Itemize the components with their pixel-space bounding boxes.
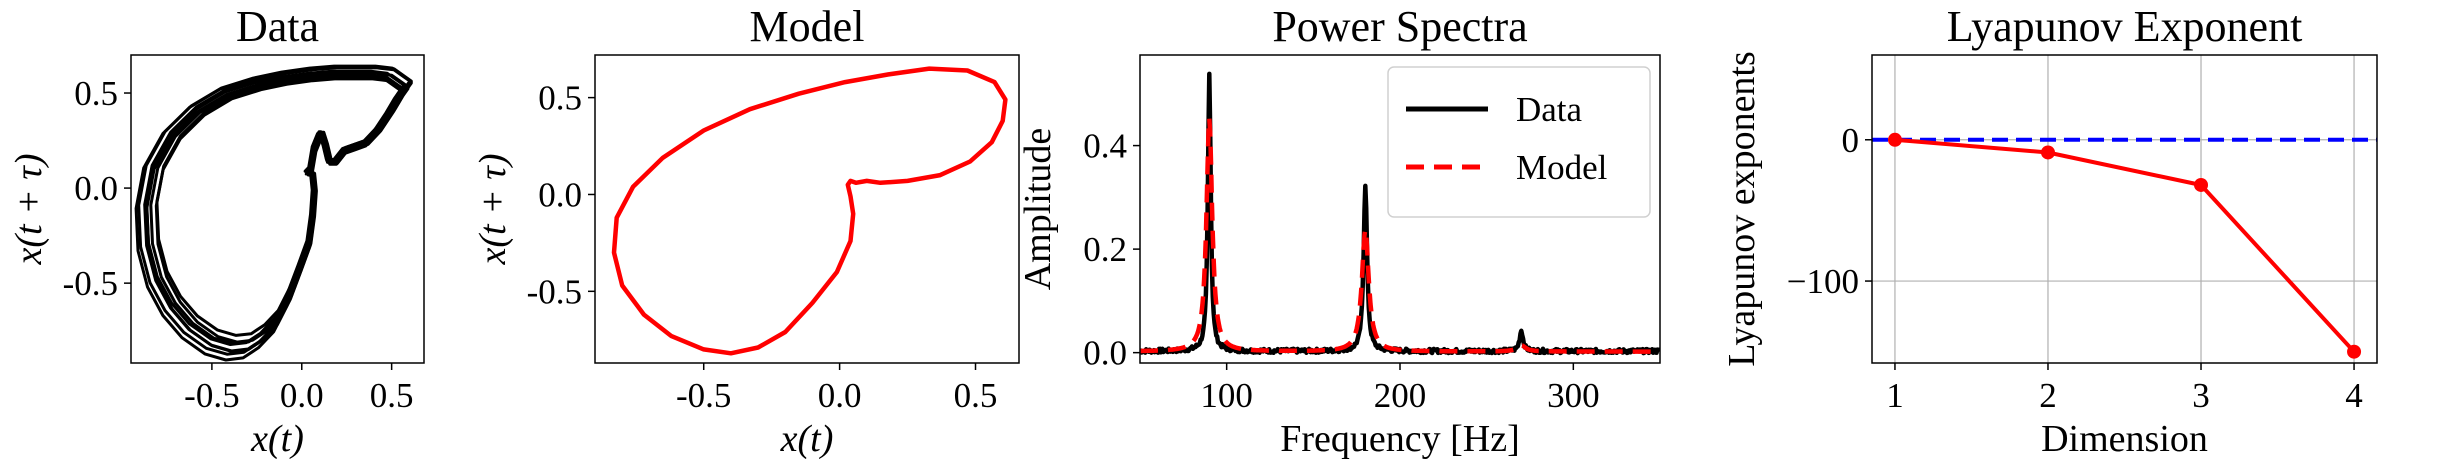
x-tick-label: 200 [1374, 376, 1427, 415]
data-point [2194, 177, 2209, 192]
x-tick-label: 4 [2345, 376, 2363, 415]
legend: Data Model [1387, 66, 1651, 218]
x-tick-label: -0.5 [184, 376, 239, 415]
y-tick-label: -0.5 [63, 264, 118, 303]
y-tick-label: 0.0 [538, 175, 582, 214]
chart-title: Power Spectra [1272, 2, 1527, 51]
legend-label: Model [1516, 148, 1608, 187]
chart-title: Data [236, 2, 319, 51]
series-0-line [1894, 137, 2356, 354]
x-axis-label: x(t) [780, 418, 834, 460]
data-point [2040, 145, 2055, 160]
panel-power-spectra: 100 200 300 0.0 0.2 0.4 Power Spectra Frequency… [1017, 2, 1661, 460]
series-model-line [1140, 116, 1660, 354]
x-tick-label: 1 [1886, 376, 1904, 415]
chart-title: Lyapunov Exponent [1947, 2, 2303, 51]
data-point [1887, 132, 1902, 147]
y-tick-label: 0.4 [1083, 127, 1127, 166]
legend-label: Data [1516, 90, 1583, 129]
y-axis-label: Amplitude [1017, 128, 1059, 291]
y-tick-label: 0.0 [74, 169, 118, 208]
chart-title: Model [750, 2, 865, 51]
y-tick-label: 0.5 [74, 74, 118, 113]
y-axis-label: x(t + τ) [472, 154, 514, 266]
axes-frame [594, 54, 1020, 364]
x-tick-label: 0.5 [370, 376, 414, 415]
y-tick-label: 0.0 [1083, 334, 1127, 373]
x-axis-label: Dimension [2041, 418, 2208, 460]
y-tick-label: −100 [1787, 262, 1859, 301]
x-tick-label: 2 [2039, 376, 2057, 415]
y-tick-label: 0.5 [538, 79, 582, 118]
panel-model: -0.5 0.0 0.5 -0.5 0.0 0.5 Model x(t) x(t + τ) [472, 2, 1020, 460]
panel-data: -0.5 0.0 0.5 -0.5 0.0 0.5 Data x(t) x(t + τ) [8, 2, 425, 460]
x-axis-label: Frequency [Hz] [1280, 418, 1520, 460]
x-tick-label: 0.5 [954, 376, 998, 415]
data-point [2347, 344, 2362, 359]
x-tick-label: -0.5 [676, 376, 731, 415]
x-tick-label: 100 [1200, 376, 1253, 415]
axes-frame [1871, 54, 2378, 364]
x-axis-label: x(t) [250, 418, 304, 460]
x-tick-label: 0.0 [818, 376, 862, 415]
panel-lyapunov-exponent: 1 2 3 4 −100 0 Lyapunov Exponent Dimension Lyapu… [1721, 2, 2378, 460]
x-tick-label: 3 [2192, 376, 2210, 415]
x-tick-label: 0.0 [280, 376, 324, 415]
y-tick-label: 0.2 [1083, 230, 1127, 269]
trajectory-loop [134, 65, 413, 362]
x-tick-label: 300 [1547, 376, 1600, 415]
y-axis-label: x(t + τ) [8, 154, 50, 266]
y-tick-label: -0.5 [527, 272, 582, 311]
axes-frame [130, 54, 425, 364]
y-axis-label: Lyapunov exponents [1721, 51, 1763, 367]
series-0-line [611, 66, 1008, 356]
y-tick-label: 0 [1842, 121, 1860, 160]
